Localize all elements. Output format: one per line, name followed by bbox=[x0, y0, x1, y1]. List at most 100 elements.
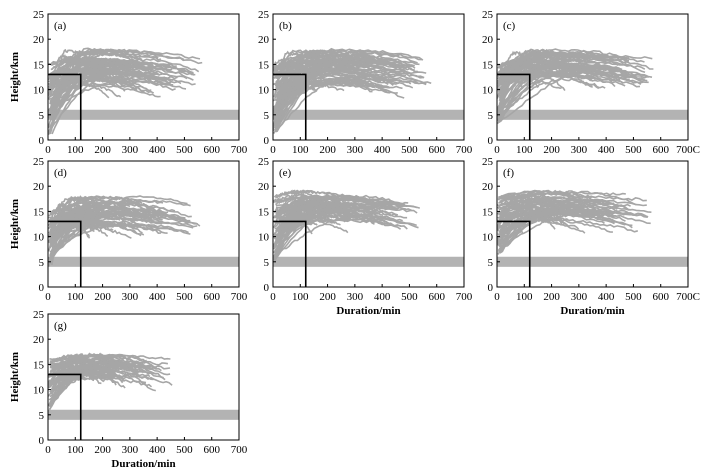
y-tick-label: 20 bbox=[33, 34, 45, 46]
trajectory-line bbox=[273, 213, 336, 250]
trajectory-line bbox=[48, 64, 194, 88]
trajectory-line bbox=[274, 208, 317, 217]
x-tick-label: 500 bbox=[625, 291, 642, 303]
y-tick-label: 10 bbox=[258, 85, 270, 97]
y-tick-label: 0 bbox=[39, 282, 45, 294]
y-tick-label: 5 bbox=[264, 257, 270, 269]
trajectories bbox=[273, 189, 421, 261]
plot-frame bbox=[47, 313, 240, 441]
plot-frame bbox=[496, 160, 689, 288]
x-tick-label: 500 bbox=[625, 144, 642, 156]
panel-label: (g) bbox=[54, 320, 67, 332]
trajectory-line bbox=[275, 199, 357, 213]
band bbox=[48, 109, 239, 120]
trajectory-line bbox=[49, 73, 129, 105]
x-tick-label: 200 bbox=[543, 291, 560, 303]
trajectories bbox=[48, 352, 173, 411]
chart-panel-c: 0 100 200 300 400 500 600 700C 0 5 10 15 20 25 (c) bbox=[482, 9, 700, 156]
trajectories bbox=[497, 48, 654, 125]
trajectory-line bbox=[49, 63, 81, 119]
y-tick-label: 20 bbox=[482, 181, 494, 193]
x-tick-label: 200 bbox=[94, 444, 111, 456]
x-tick-label: 100 bbox=[292, 291, 309, 303]
y-tick-label: 5 bbox=[39, 257, 45, 269]
band bbox=[273, 109, 464, 120]
plot-frame bbox=[272, 13, 465, 141]
x-tick-label: 400 bbox=[598, 144, 615, 156]
y-tick-label: 15 bbox=[33, 359, 45, 371]
x-tick-label: 0 bbox=[270, 291, 276, 303]
x-tick-label: 100 bbox=[67, 444, 84, 456]
x-tick-label: 700 bbox=[456, 291, 473, 303]
x-tick-label: 0 bbox=[494, 144, 500, 156]
x-tick-label: 200 bbox=[94, 144, 111, 156]
trajectory-line bbox=[274, 68, 419, 128]
trajectory-line bbox=[497, 52, 586, 121]
x-tick-label: 400 bbox=[149, 291, 166, 303]
reference-box bbox=[273, 220, 307, 287]
trajectory-line bbox=[51, 352, 113, 361]
trajectory-line bbox=[273, 62, 362, 72]
trajectory-line bbox=[274, 217, 408, 236]
y-tick-label: 20 bbox=[482, 34, 494, 46]
trajectory-line bbox=[48, 56, 96, 92]
x-tick-label: 600 bbox=[203, 291, 220, 303]
trajectory-line bbox=[49, 224, 132, 256]
x-tick-label: 400 bbox=[374, 291, 391, 303]
x-axis-label: Duration/min bbox=[111, 458, 175, 468]
x-tick-label: 300 bbox=[347, 144, 364, 156]
x-axis-label: Duration/min bbox=[560, 305, 624, 317]
trajectory-line bbox=[275, 82, 405, 122]
trajectory-line bbox=[50, 195, 101, 253]
band bbox=[497, 256, 688, 267]
trajectory-line bbox=[49, 355, 148, 369]
y-tick-label: 5 bbox=[488, 110, 494, 122]
y-tick-label: 15 bbox=[258, 206, 270, 218]
x-tick-label: 700 bbox=[231, 291, 248, 303]
y-tick-label: 0 bbox=[39, 135, 45, 147]
x-tick-label: 300 bbox=[571, 144, 588, 156]
x-tick-label: 100 bbox=[292, 144, 309, 156]
y-tick-label: 5 bbox=[488, 257, 494, 269]
x-tick-label: 400 bbox=[149, 444, 166, 456]
y-tick-label: 15 bbox=[482, 59, 494, 71]
trajectory-line bbox=[273, 201, 398, 229]
y-tick-label: 0 bbox=[488, 135, 494, 147]
y-tick-label: 10 bbox=[33, 85, 45, 97]
trajectory-line bbox=[48, 359, 169, 386]
y-tick-label: 20 bbox=[258, 34, 270, 46]
x-tick-label: 200 bbox=[319, 291, 336, 303]
panel-label: (e) bbox=[279, 167, 292, 179]
trajectory-line bbox=[274, 76, 380, 93]
y-tick-label: 5 bbox=[39, 110, 45, 122]
y-tick-label: 15 bbox=[33, 206, 45, 218]
trajectory-line bbox=[273, 194, 412, 254]
trajectory-line bbox=[50, 196, 94, 219]
trajectories bbox=[48, 195, 201, 267]
x-tick-label: 600 bbox=[203, 144, 220, 156]
trajectory-line bbox=[50, 200, 152, 255]
trajectory-line bbox=[274, 55, 365, 78]
y-tick-label: 0 bbox=[264, 135, 270, 147]
trajectories bbox=[273, 47, 432, 135]
trajectory-line bbox=[497, 70, 626, 117]
trajectory-line bbox=[273, 195, 373, 203]
x-tick-label: 100 bbox=[516, 144, 533, 156]
y-tick-label: 25 bbox=[33, 9, 45, 21]
trajectory-line bbox=[497, 198, 555, 208]
trajectory-line bbox=[49, 353, 157, 369]
trajectory-line bbox=[49, 366, 157, 375]
x-tick-label: 700 bbox=[231, 144, 248, 156]
trajectory-line bbox=[48, 361, 171, 407]
chart-panel-a: 0 100 200 300 400 500 600 700 0 5 10 15 20 25 (a) Heigh… bbox=[9, 9, 248, 156]
trajectory-line bbox=[498, 191, 584, 208]
trajectory-line bbox=[499, 62, 633, 74]
panel-label: (c) bbox=[503, 20, 516, 32]
reference-box bbox=[497, 73, 531, 140]
y-tick-label: 25 bbox=[33, 156, 45, 168]
reference-box bbox=[48, 373, 82, 440]
y-tick-label: 25 bbox=[482, 156, 494, 168]
trajectory-line bbox=[500, 73, 641, 112]
x-tick-label: 700 bbox=[231, 444, 248, 456]
trajectories bbox=[497, 189, 652, 255]
